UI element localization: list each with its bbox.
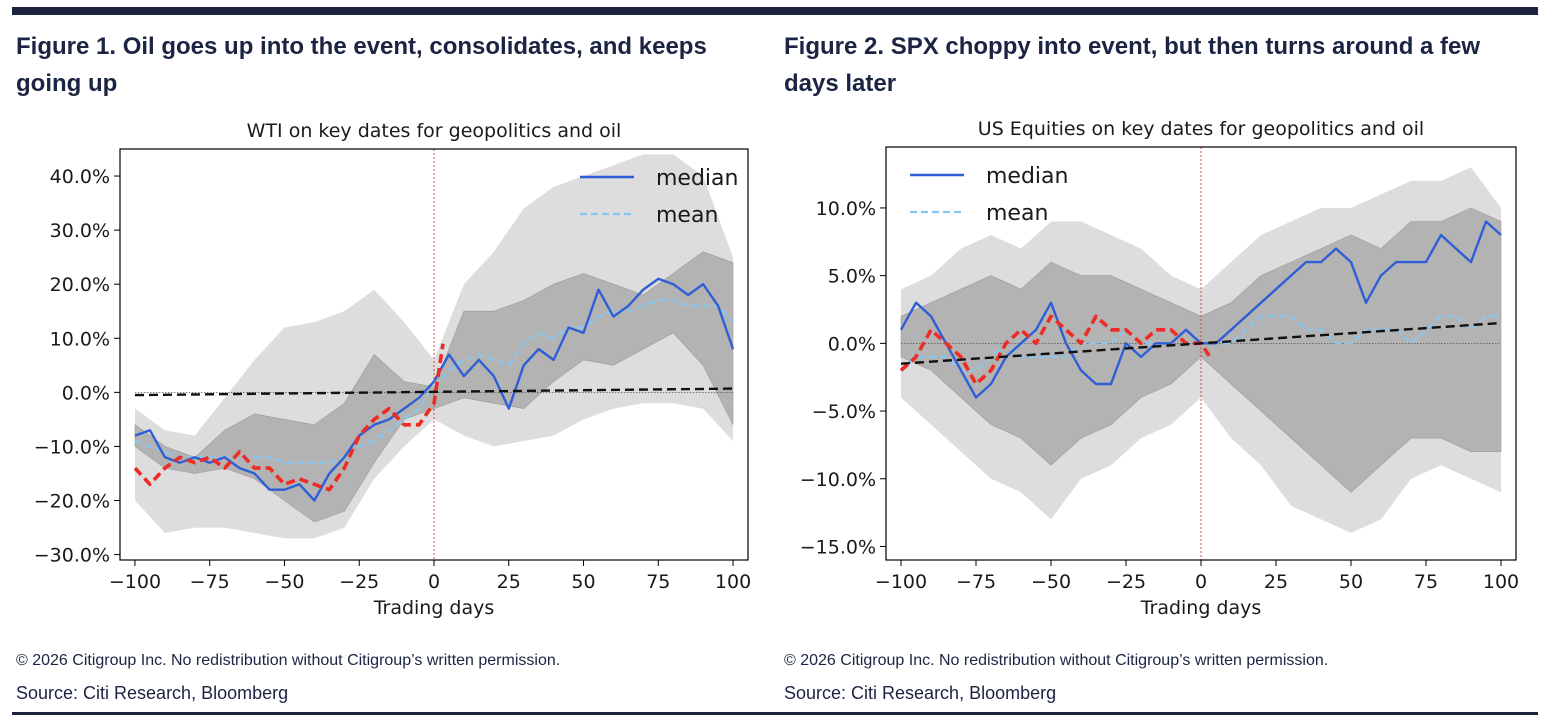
figure-2-panel: Figure 2. SPX choppy into event, but the… bbox=[784, 28, 1532, 708]
chart-1-ytick-label: 20.0% bbox=[50, 274, 110, 296]
chart-1-ytick-label: 10.0% bbox=[50, 328, 110, 350]
chart-2-ytick-label: 5.0% bbox=[828, 266, 876, 288]
figure-1-title: Figure 1. Oil goes up into the event, co… bbox=[16, 33, 707, 97]
chart-2-ytick-label: 0.0% bbox=[828, 333, 876, 355]
chart-1-title: WTI on key dates for geopolitics and oil bbox=[247, 120, 622, 142]
chart-1-xtick-label: 75 bbox=[646, 571, 670, 593]
chart-2-xtick-label: 100 bbox=[1483, 571, 1519, 593]
chart-1-ytick-label: −20.0% bbox=[34, 491, 110, 513]
chart-2-ytick-label: −5.0% bbox=[812, 401, 876, 423]
wti-chart: WTI on key dates for geopolitics and oil… bbox=[34, 120, 751, 619]
chart-1-legend-mean-label: mean bbox=[656, 203, 718, 228]
chart-2-trend-series bbox=[900, 321, 1502, 365]
chart-2-inner-range-band bbox=[900, 207, 1502, 493]
chart-1-ytick-label: 40.0% bbox=[50, 166, 110, 188]
chart-2-title: US Equities on key dates for geopolitics… bbox=[978, 118, 1424, 140]
chart-2-ytick-label: −10.0% bbox=[800, 469, 876, 491]
chart-1-ytick-label: 0.0% bbox=[62, 382, 110, 404]
chart-1-xtick-label: −50 bbox=[264, 571, 304, 593]
chart-1-xtick-label: 100 bbox=[715, 571, 751, 593]
chart-1-xtick-label: −75 bbox=[190, 571, 230, 593]
figure-1-source: Source: Citi Research, Bloomberg bbox=[16, 683, 289, 703]
figure-2-copyright: © 2026 Citigroup Inc. No redistribution … bbox=[784, 652, 1329, 669]
chart-1-ytick-label: 30.0% bbox=[50, 220, 110, 242]
chart-2-xtick-label: 50 bbox=[1339, 571, 1363, 593]
spx-chart: US Equities on key dates for geopolitics… bbox=[800, 118, 1519, 619]
chart-1-xtick-label: −25 bbox=[339, 571, 379, 593]
chart-2-xtick-label: −100 bbox=[875, 571, 927, 593]
chart-2-xtick-label: 0 bbox=[1195, 571, 1207, 593]
chart-2-xtick-label: −25 bbox=[1106, 571, 1146, 593]
bottom-rule bbox=[12, 712, 1538, 715]
chart-1-ytick-label: −10.0% bbox=[34, 436, 110, 458]
chart-2-ytick-label: 10.0% bbox=[816, 198, 876, 220]
chart-1-xtick-label: 0 bbox=[428, 571, 440, 593]
figure-1-copyright: © 2026 Citigroup Inc. No redistribution … bbox=[16, 652, 561, 669]
chart-2-legend-mean-label: mean bbox=[986, 201, 1048, 226]
chart-1-legend-median-label: median bbox=[656, 166, 738, 191]
figure-2-title: Figure 2. SPX choppy into event, but the… bbox=[784, 33, 1481, 97]
chart-1-xlabel: Trading days bbox=[373, 597, 495, 619]
figure-1-panel: Figure 1. Oil goes up into the event, co… bbox=[16, 28, 764, 708]
figure-2-source: Source: Citi Research, Bloomberg bbox=[784, 683, 1057, 703]
chart-1-xtick-label: 50 bbox=[571, 571, 595, 593]
chart-2-xtick-label: 75 bbox=[1414, 571, 1438, 593]
chart-1-xtick-label: −100 bbox=[109, 571, 161, 593]
chart-2-recent-series bbox=[899, 314, 1212, 386]
chart-1-ytick-label: −30.0% bbox=[34, 545, 110, 567]
chart-2-ytick-label: −15.0% bbox=[800, 536, 876, 558]
top-rule bbox=[12, 7, 1538, 15]
chart-1-xtick-label: 25 bbox=[497, 571, 521, 593]
chart-2-xtick-label: 25 bbox=[1264, 571, 1288, 593]
chart-1-recent-series bbox=[133, 343, 445, 492]
chart-2-xlabel: Trading days bbox=[1140, 597, 1262, 619]
chart-2-legend-median-label: median bbox=[986, 164, 1068, 189]
chart-1-trend-series bbox=[134, 387, 734, 397]
chart-2-xtick-label: −75 bbox=[956, 571, 996, 593]
chart-2-xtick-label: −50 bbox=[1031, 571, 1071, 593]
chart-1-median-series bbox=[134, 277, 735, 502]
